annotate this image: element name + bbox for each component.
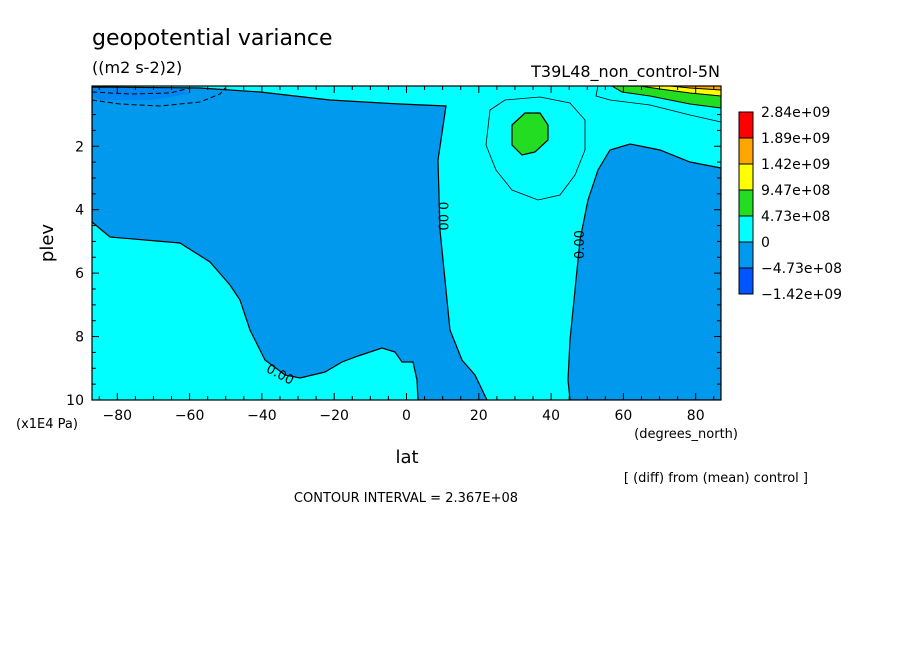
contour-ring <box>485 96 586 201</box>
dashed-contour-2 <box>92 87 226 107</box>
legend-level-label: 0 <box>761 235 770 251</box>
contour-label-group: 0.000.000.00 <box>263 202 588 389</box>
green-blob <box>511 112 549 156</box>
legend-level-label: −4.73e+08 <box>761 261 842 277</box>
color-legend: 2.84e+09 1.89e+09 1.42e+09 9.47e+08 4.73e+08… <box>738 105 842 303</box>
y-tick-label: 6 <box>75 266 84 282</box>
dashed-contour-1 <box>92 87 191 95</box>
x-tick-label: 0 <box>402 408 411 424</box>
y-tick-label: 4 <box>75 203 84 219</box>
legend-level-label: 4.73e+08 <box>761 209 830 225</box>
legend-swatch <box>738 163 754 191</box>
legend-level-label: 2.84e+09 <box>761 105 830 121</box>
x-tick-label: 20 <box>470 408 488 424</box>
contour-label: 0.00 <box>435 202 450 231</box>
legend-swatch <box>738 267 754 295</box>
chart-title: geopotential variance <box>92 26 333 51</box>
x-tick-label: −80 <box>103 408 133 424</box>
legend-swatch <box>738 241 754 269</box>
y-tick-label: 2 <box>75 139 84 155</box>
x-tick-label: 40 <box>542 408 560 424</box>
ne-contour-line <box>595 86 721 123</box>
legend-swatch <box>738 189 754 217</box>
legend-level-label: 1.89e+09 <box>761 131 830 147</box>
diff-note: [ (diff) from (mean) control ] <box>624 471 808 486</box>
contour-label-text: 0.00 <box>573 230 588 259</box>
legend-swatch <box>738 137 754 165</box>
contour-interval: CONTOUR INTERVAL = 2.367E+08 <box>294 491 518 506</box>
tick-group: −80 −60 −40 −20 0 20 40 60 80 2 4 6 8 10 <box>66 86 721 424</box>
x-axis-label: lat <box>395 447 418 468</box>
legend-swatch <box>738 111 754 139</box>
legend-level-label: 9.47e+08 <box>761 183 830 199</box>
x-tick-label: −40 <box>247 408 277 424</box>
chart-units: ((m2 s-2)2) <box>92 58 182 77</box>
x-axis-units: (degrees_north) <box>634 427 738 442</box>
experiment-label: T39L48_non_control-5N <box>530 62 720 82</box>
legend-level-label: 1.42e+09 <box>761 157 830 173</box>
contour-label: 0.00 <box>573 230 588 259</box>
y-axis-units: (x1E4 Pa) <box>16 417 78 432</box>
legend-level-label: −1.42e+09 <box>761 287 842 303</box>
negative-region-west <box>92 86 488 400</box>
y-axis-label: plev <box>37 224 58 263</box>
x-tick-label: −20 <box>319 408 349 424</box>
x-tick-label: 80 <box>687 408 705 424</box>
legend-swatch <box>738 215 754 243</box>
y-tick-label: 8 <box>75 330 84 346</box>
x-tick-label: 60 <box>614 408 632 424</box>
x-tick-label: −60 <box>175 408 205 424</box>
contour-label-text: 0.00 <box>435 202 450 231</box>
y-tick-label: 10 <box>66 393 84 409</box>
